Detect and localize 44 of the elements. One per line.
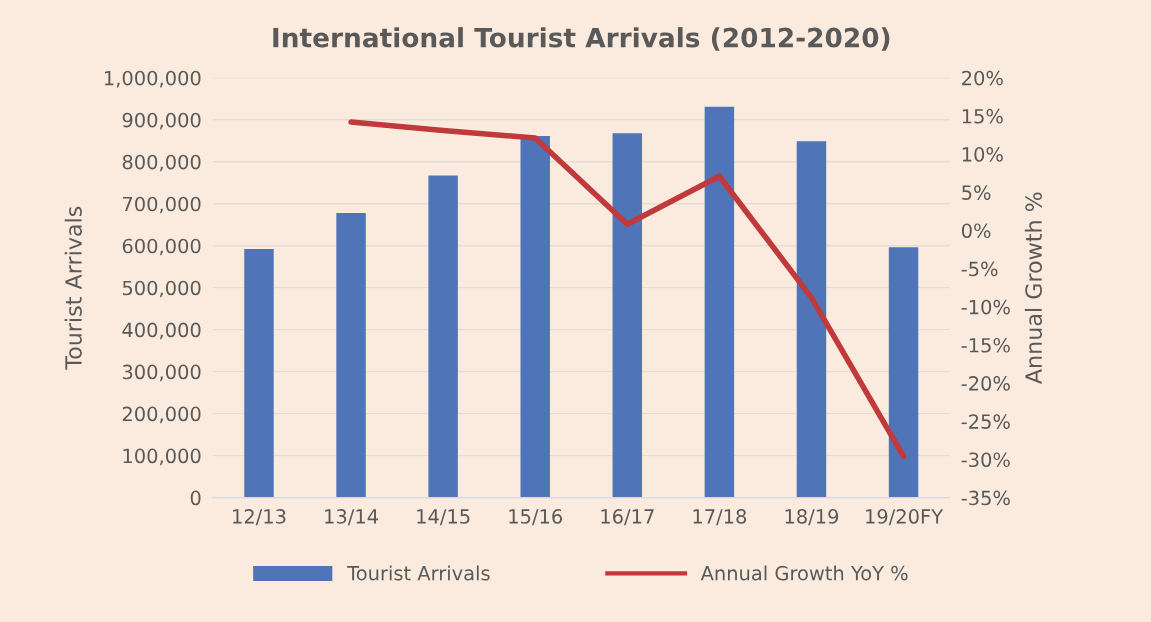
y-tick-label: 100,000: [123, 448, 201, 466]
y-tick-label: 600,000: [122, 238, 201, 256]
y-tick-label: 500,000: [122, 280, 201, 298]
bar: [336, 212, 366, 498]
bar: [520, 136, 550, 498]
y-tick-label: 300,000: [122, 364, 201, 382]
x-tick-label: 19/20FY: [866, 509, 944, 526]
chart-title: International Tourist Arrivals (2012-2020): [273, 27, 890, 51]
y2-tick-label: 15%: [962, 108, 1003, 124]
bar: [796, 141, 827, 498]
y-tick-label: 800,000: [122, 154, 201, 172]
x-tick-label: 15/16: [509, 509, 563, 526]
y-tick-label: 200,000: [122, 406, 201, 424]
y2-tick-label: 20%: [962, 70, 1003, 86]
y2-tick-label: -20%: [961, 376, 1010, 391]
y2-tick-label: -30%: [961, 452, 1010, 468]
y-tick-label: 700,000: [123, 196, 201, 214]
y2-tick-label: -10%: [961, 299, 1010, 315]
bar: [244, 249, 274, 498]
bar: [888, 247, 919, 498]
y-tick-label: 1,000,000: [105, 70, 201, 88]
y-tick-label: 0: [190, 490, 201, 506]
y2-tick-label: 5%: [962, 185, 991, 200]
y2-tick-label: 10%: [962, 147, 1003, 162]
y2-tick-label: 0%: [961, 223, 991, 239]
x-tick-label: 18/19: [785, 509, 839, 526]
y2-tick-label: -15%: [961, 337, 1010, 353]
y-tick-label: 400,000: [122, 322, 201, 340]
y2-tick-label: -25%: [961, 414, 1010, 429]
y2-axis-title: Annual Growth %: [1024, 192, 1043, 384]
y-axis-title: Tourist Arrivals: [64, 206, 82, 370]
bar: [704, 106, 735, 498]
x-tick-label: 13/14: [325, 509, 378, 526]
x-tick-label: 12/13: [233, 509, 286, 526]
bar: [612, 133, 643, 498]
x-tick-label: 14/15: [417, 509, 470, 526]
x-tick-label: 17/18: [693, 509, 747, 526]
y-tick-label: 900,000: [122, 112, 201, 130]
y2-tick-label: -5%: [961, 261, 998, 277]
legend-label: Tourist Arrivals: [347, 565, 490, 581]
y2-tick-label: -35%: [961, 490, 1010, 506]
x-tick-label: 16/17: [601, 509, 654, 526]
bar: [428, 175, 458, 498]
legend-label: Annual Growth YoY %: [700, 565, 908, 581]
